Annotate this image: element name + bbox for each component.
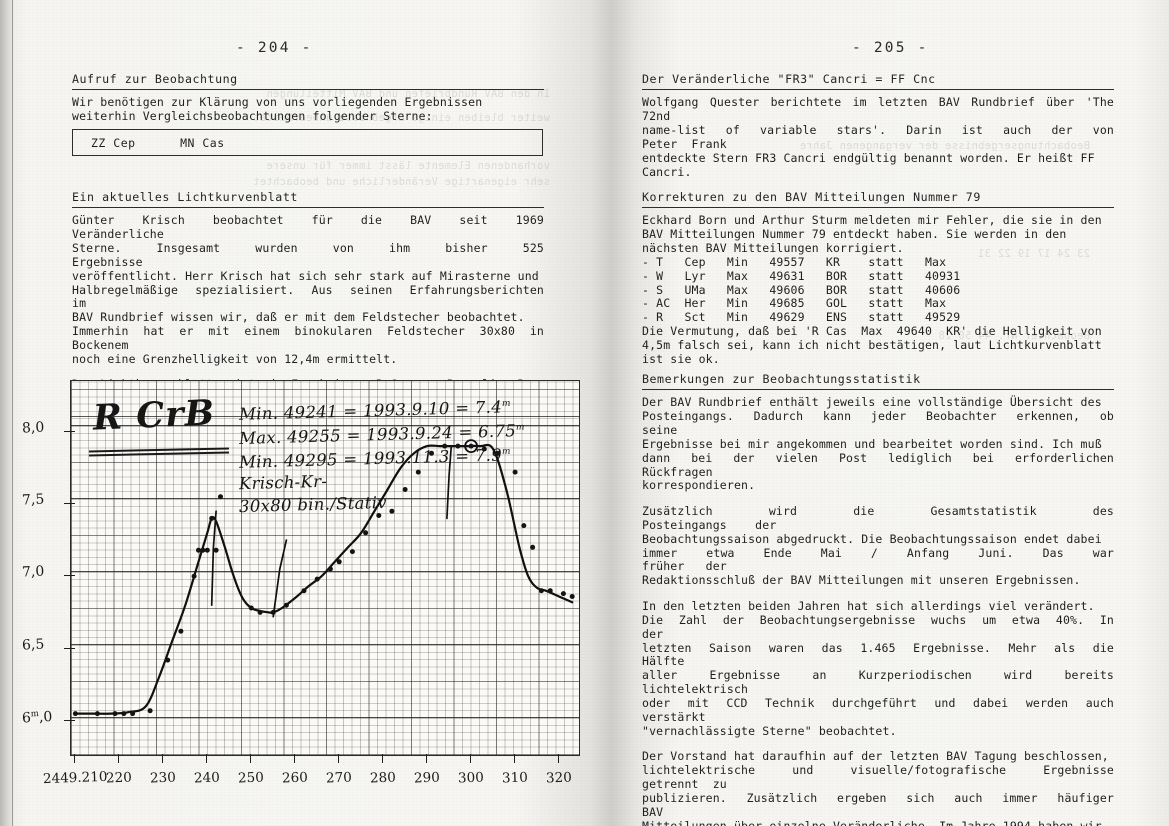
y-tick-label: 8,0 — [21, 419, 45, 437]
scan-edge-shadow — [0, 0, 14, 826]
section-heading-aufruf: Aufruf zur Beobachtung — [72, 72, 238, 86]
x-tick-label: 270 — [325, 769, 353, 787]
section-beobachtungsstatistik: Bemerkungen zur Beobachtungsstatistik De… — [642, 372, 1114, 826]
x-tick-mark — [338, 754, 340, 763]
x-tick-mark — [426, 754, 428, 763]
x-tick-label: 240 — [194, 769, 221, 787]
section-heading-beobachtungsstatistik: Bemerkungen zur Beobachtungsstatistik — [642, 372, 921, 386]
paragraph-korrekturen-outro: Die Vermutung, daß bei 'R Cas Max 49640 … — [642, 324, 1102, 367]
chart-grid-major — [71, 381, 579, 755]
section-ff-cnc: Der Veränderliche "FR3" Cancri = FF Cnc … — [642, 72, 1114, 179]
annotation-sup-1: m — [501, 398, 511, 409]
page-number-left: - 204 - — [236, 40, 313, 56]
heading-rule — [642, 89, 1114, 90]
section-korrekturen: Korrekturen zu den BAV Mitteilungen Numm… — [642, 190, 1114, 367]
heading-rule — [72, 89, 544, 90]
x-tick-mark — [74, 754, 76, 763]
y-tick-mark — [64, 575, 75, 577]
x-tick-label: 300 — [457, 769, 485, 787]
y-tick-label: 6m,0 — [21, 708, 53, 727]
paragraph-stat-4: Der Vorstand hat daraufhin auf der letzt… — [642, 749, 1114, 826]
y-tick-label: 6,5 — [21, 635, 45, 654]
x-tick-mark — [558, 754, 559, 763]
heading-rule — [72, 207, 544, 208]
x-tick-label: 280 — [369, 769, 397, 787]
y-tick-mark — [64, 719, 75, 721]
y-axis-unit: m — [30, 708, 40, 720]
x-tick-mark — [206, 754, 208, 763]
star-list-entries: ZZ Cep MN Cas — [91, 135, 225, 150]
x-tick-mark — [470, 754, 472, 763]
annotation-sup-3: m — [501, 446, 511, 457]
paragraph-ff-cnc: Wolfgang Quester berichtete im letzten B… — [642, 95, 1114, 179]
annotation-sup-2: m — [515, 422, 525, 433]
section-heading-lichtkurvenblatt: Ein aktuelles Lichtkurvenblatt — [72, 190, 298, 204]
x-tick-mark — [250, 754, 252, 763]
x-tick-mark — [514, 754, 516, 763]
x-tick-mark — [162, 754, 164, 763]
right-page: - 205 - Der Veränderliche "FR3" Cancri =… — [600, 0, 1169, 826]
section-heading-korrekturen: Korrekturen zu den BAV Mitteilungen Numm… — [642, 190, 981, 204]
star-list-box: ZZ Cep MN Cas — [72, 129, 543, 156]
y-tick-mark — [64, 502, 75, 504]
light-curve-chart: R CrB Min. 49241 = 1993.9.10 = 7.4m Max.… — [22, 380, 588, 787]
section-heading-ff-cnc: Der Veränderliche "FR3" Cancri = FF Cnc — [642, 72, 936, 86]
paragraph-stat-1: Der BAV Rundbrief enthält jeweils eine v… — [642, 395, 1114, 493]
paragraph-aufruf-1: Wir benötigen zur Klärung von uns vorlie… — [72, 95, 483, 123]
paragraph-krisch: Günter Krisch beobachtet für die BAV sei… — [72, 213, 544, 367]
y-tick-mark — [64, 647, 75, 649]
section-aufruf: Aufruf zur Beobachtung Wir benötigen zur… — [72, 72, 544, 124]
x-tick-label: 250 — [237, 769, 265, 787]
paragraph-stat-3: In den letzten beiden Jahren hat sich al… — [642, 598, 1114, 738]
x-tick-label: 260 — [281, 769, 309, 787]
x-tick-label: 230 — [150, 769, 177, 787]
scan-edge-line — [12, 0, 13, 826]
paragraph-stat-2: Zusätzlich wird die Gesamtstatistik des … — [642, 503, 1114, 588]
y-tick-label: 7,5 — [21, 491, 45, 509]
x-tick-label: 310 — [501, 769, 529, 787]
x-tick-mark — [118, 754, 120, 763]
x-tick-label: 320 — [545, 769, 573, 787]
heading-rule — [642, 207, 1114, 208]
handwritten-observer: Krisch-Kr- — [238, 471, 328, 494]
x-tick-label: 2449.210 — [43, 768, 109, 788]
page-number-right: - 205 - — [852, 40, 929, 56]
corrections-table: - T Cep Min 49557 KR statt Max - W Lyr M… — [642, 254, 961, 325]
heading-rule — [642, 389, 1114, 390]
x-tick-label: 220 — [106, 769, 133, 787]
chart-plot-frame: R CrB Min. 49241 = 1993.9.10 = 7.4m Max.… — [70, 380, 580, 756]
x-tick-mark — [294, 754, 296, 763]
x-tick-mark — [382, 754, 384, 763]
chart-curve-layer — [72, 439, 575, 717]
handwritten-star-name: R CrB — [92, 392, 216, 439]
y-tick-label: 7,0 — [21, 563, 45, 581]
left-page: - 204 - Aufruf zur Beobachtung Wir benöt… — [22, 40, 588, 787]
chart-x-tick-labels: 2449.210 220 230 240 250 260 270 280 290 300 310 32… — [43, 768, 626, 794]
x-tick-label: 290 — [413, 769, 441, 787]
paragraph-korrekturen-intro: Eckhard Born und Arthur Sturm meldeten m… — [642, 213, 1102, 255]
y-tick-mark — [64, 430, 75, 432]
